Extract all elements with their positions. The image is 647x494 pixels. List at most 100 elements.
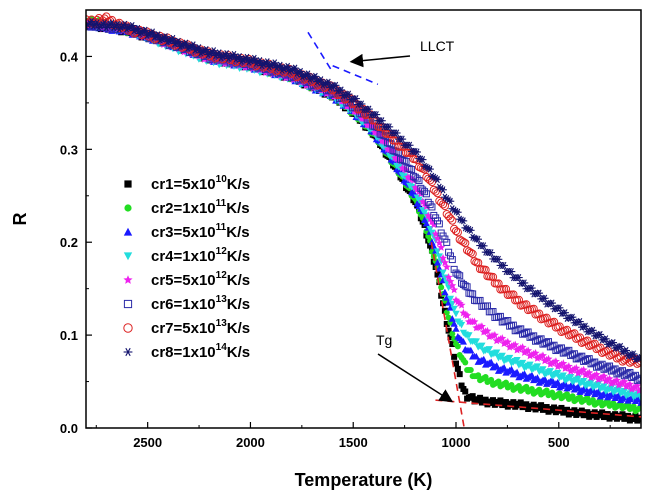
x-tick-label: 1000 — [442, 435, 471, 450]
data-point — [337, 86, 346, 94]
data-point — [446, 304, 455, 311]
data-point — [456, 371, 463, 378]
data-point — [454, 208, 462, 216]
data-point — [533, 336, 541, 344]
legend-label: cr6=1x1013K/s — [151, 294, 250, 313]
legend-marker — [123, 275, 133, 284]
data-point — [378, 131, 386, 139]
data-point — [538, 402, 545, 409]
data-point — [635, 375, 641, 383]
data-point — [169, 34, 177, 42]
data-point — [461, 282, 469, 290]
data-point — [500, 318, 508, 326]
data-point — [558, 404, 565, 411]
data-point — [530, 332, 538, 340]
data-point — [134, 24, 142, 32]
data-point — [590, 371, 599, 380]
data-point — [413, 148, 421, 156]
data-point — [426, 201, 434, 209]
data-point — [448, 315, 456, 322]
data-point — [215, 49, 223, 57]
data-point — [408, 166, 416, 174]
data-point — [459, 237, 468, 246]
legend-label: cr7=5x1013K/s — [151, 318, 250, 337]
data-point — [546, 343, 554, 351]
legend-marker — [124, 204, 132, 212]
data-point — [478, 342, 486, 350]
data-point — [311, 72, 320, 80]
legend-label: cr4=1x1012K/s — [151, 246, 250, 265]
legend-item: cr8=1x1014K/s — [123, 342, 250, 361]
data-point — [574, 375, 582, 383]
data-point — [404, 164, 412, 172]
data-point — [449, 341, 456, 348]
data-point — [448, 216, 457, 225]
data-point — [495, 378, 502, 385]
legend-item: cr4=1x1012K/s — [123, 246, 250, 265]
data-point — [451, 353, 458, 360]
data-point — [393, 148, 401, 156]
data-point — [515, 326, 523, 334]
data-point — [450, 265, 458, 273]
data-point — [502, 399, 509, 406]
data-point — [502, 317, 510, 325]
data-point — [449, 330, 456, 337]
data-point — [616, 342, 625, 350]
data-point — [400, 157, 408, 165]
data-point — [510, 399, 517, 406]
data-point — [433, 176, 442, 184]
data-point — [577, 366, 586, 375]
data-point — [600, 383, 608, 390]
data-point — [458, 382, 465, 389]
data-point — [548, 299, 556, 307]
data-point — [483, 326, 492, 335]
data-point — [459, 338, 467, 345]
data-point — [543, 404, 550, 411]
legend-marker — [124, 180, 132, 188]
data-point — [439, 186, 447, 194]
data-point — [493, 362, 501, 369]
data-point — [523, 401, 530, 408]
data-point — [443, 293, 451, 301]
data-point — [447, 334, 454, 341]
data-point — [490, 330, 499, 339]
data-point — [620, 387, 628, 395]
data-point — [209, 47, 218, 55]
data-point — [501, 284, 511, 294]
x-axis-title: Temperature (K) — [295, 470, 433, 490]
data-point — [488, 376, 495, 383]
guide-line — [430, 242, 466, 429]
data-point — [450, 285, 459, 294]
data-point — [557, 360, 566, 368]
data-point — [456, 272, 464, 280]
y-tick-label: 0.0 — [60, 421, 78, 436]
data-point — [433, 259, 442, 266]
legend-marker — [123, 227, 133, 236]
legend-item: cr5=5x1012K/s — [123, 270, 250, 289]
data-point — [128, 21, 137, 30]
data-point — [461, 238, 470, 248]
data-point — [468, 249, 477, 258]
data-point — [243, 53, 251, 61]
data-point — [446, 214, 455, 223]
data-point — [526, 333, 534, 341]
data-point — [393, 129, 401, 137]
data-point — [430, 211, 438, 219]
legend-marker — [123, 252, 133, 261]
data-point — [541, 294, 549, 302]
data-point — [515, 273, 523, 282]
data-point — [541, 339, 549, 347]
y-tick-label: 0.2 — [60, 235, 78, 250]
data-point — [526, 361, 534, 369]
data-point — [528, 284, 536, 292]
data-point — [568, 313, 577, 321]
data-point — [502, 379, 509, 386]
data-point — [594, 375, 603, 384]
data-point — [445, 299, 453, 306]
data-point — [637, 385, 641, 393]
data-point — [533, 363, 541, 371]
data-point — [435, 220, 443, 228]
data-point — [446, 197, 455, 205]
data-point — [494, 279, 503, 288]
